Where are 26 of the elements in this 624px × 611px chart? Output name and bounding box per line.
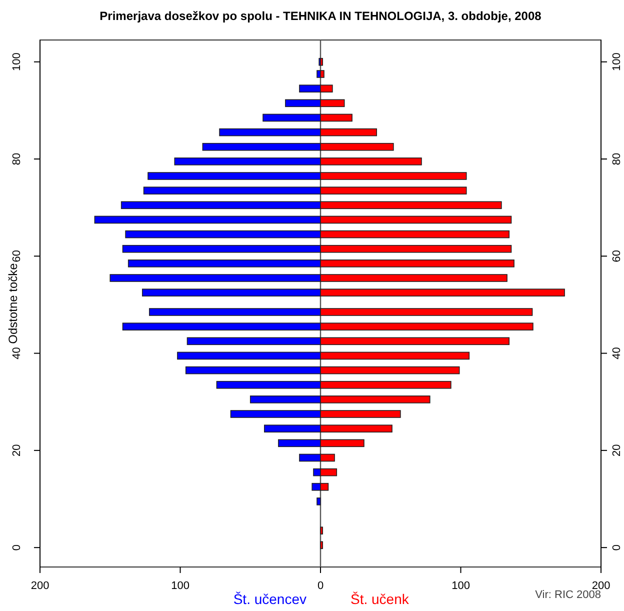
y2-tick-label: 100 xyxy=(611,52,623,72)
bar xyxy=(320,526,324,534)
x-tick-label: 100 xyxy=(452,580,470,592)
x-tick-label: 100 xyxy=(171,580,190,592)
y2-tick-label: 20 xyxy=(611,444,623,457)
x-tick-label: 200 xyxy=(30,580,50,592)
y-axis-title: Odstotne točke xyxy=(6,262,20,344)
x-tick-label: 0 xyxy=(317,580,324,592)
y2-tick-label: 40 xyxy=(611,347,623,360)
y2-tick-label: 80 xyxy=(611,152,623,166)
text: Št. učencev xyxy=(233,591,306,607)
y-tick-label: 0 xyxy=(11,544,23,551)
bar xyxy=(320,541,324,550)
bar xyxy=(320,58,324,66)
y2-tick-label: 0 xyxy=(611,544,623,551)
text: Št. učenk xyxy=(350,591,410,607)
y-tick-label: 60 xyxy=(11,250,23,262)
text: Vir: RIC 2008 xyxy=(535,589,601,601)
y-tick-label: 80 xyxy=(11,152,23,166)
y-tick-label: 40 xyxy=(11,347,23,360)
bar xyxy=(316,498,321,506)
chart-title: Primerjava dosežkov po spolu - TEHNIKA IN TEHNOLOGIJA, 3. obdobje, 2008 xyxy=(100,9,542,23)
y-tick-label: 20 xyxy=(11,444,23,457)
y2-tick-label: 60 xyxy=(611,250,623,262)
y-tick-label: 100 xyxy=(11,52,23,72)
bar xyxy=(320,70,324,78)
